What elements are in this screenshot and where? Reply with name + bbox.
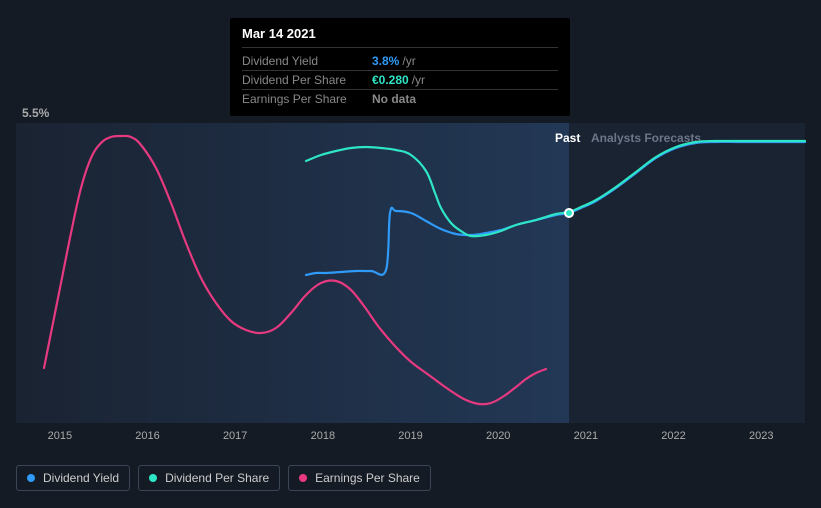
tooltip-row-label: Dividend Yield xyxy=(242,54,372,68)
chart-tooltip: Mar 14 2021 Dividend Yield3.8%/yrDividen… xyxy=(230,18,570,116)
tooltip-row-value: 3.8% xyxy=(372,54,399,68)
tooltip-row-label: Earnings Per Share xyxy=(242,92,372,106)
x-axis: 201520162017201820192020202120222023 xyxy=(16,430,805,442)
legend-item-dividend-per-share[interactable]: Dividend Per Share xyxy=(138,465,280,491)
tooltip-row-value: No data xyxy=(372,92,416,106)
tooltip-date: Mar 14 2021 xyxy=(242,26,558,48)
tooltip-row: Dividend Yield3.8%/yr xyxy=(242,52,558,71)
tooltip-row-unit: /yr xyxy=(412,73,425,87)
dividend-yield-line xyxy=(306,142,805,275)
legend-item-dividend-yield[interactable]: Dividend Yield xyxy=(16,465,130,491)
x-axis-tick: 2021 xyxy=(542,430,630,442)
hover-marker xyxy=(564,208,574,218)
x-axis-tick: 2020 xyxy=(454,430,542,442)
x-axis-tick: 2019 xyxy=(367,430,455,442)
x-axis-tick: 2017 xyxy=(191,430,279,442)
tooltip-row: Dividend Per Share€0.280/yr xyxy=(242,71,558,90)
legend-dot-icon xyxy=(299,474,307,482)
legend-dot-icon xyxy=(149,474,157,482)
tooltip-row-value: €0.280 xyxy=(372,73,409,87)
x-axis-tick: 2016 xyxy=(104,430,192,442)
x-axis-tick: 2022 xyxy=(630,430,718,442)
legend-label: Dividend Per Share xyxy=(165,471,269,485)
x-axis-tick: 2015 xyxy=(16,430,104,442)
legend-dot-icon xyxy=(27,474,35,482)
legend: Dividend Yield Dividend Per Share Earnings… xyxy=(16,465,431,491)
dividend-per-share-line xyxy=(306,141,805,236)
tooltip-row-label: Dividend Per Share xyxy=(242,73,372,87)
legend-label: Earnings Per Share xyxy=(315,471,420,485)
x-axis-tick: 2018 xyxy=(279,430,367,442)
legend-item-earnings-per-share[interactable]: Earnings Per Share xyxy=(288,465,431,491)
tooltip-row: Earnings Per ShareNo data xyxy=(242,90,558,108)
chart-svg xyxy=(16,123,805,423)
legend-label: Dividend Yield xyxy=(43,471,119,485)
tooltip-row-unit: /yr xyxy=(402,54,415,68)
y-axis-max-label: 5.5% xyxy=(22,106,49,120)
chart-plot-area[interactable]: Past Analysts Forecasts xyxy=(16,123,805,423)
earnings-per-share-line xyxy=(44,136,546,404)
x-axis-tick: 2023 xyxy=(717,430,805,442)
